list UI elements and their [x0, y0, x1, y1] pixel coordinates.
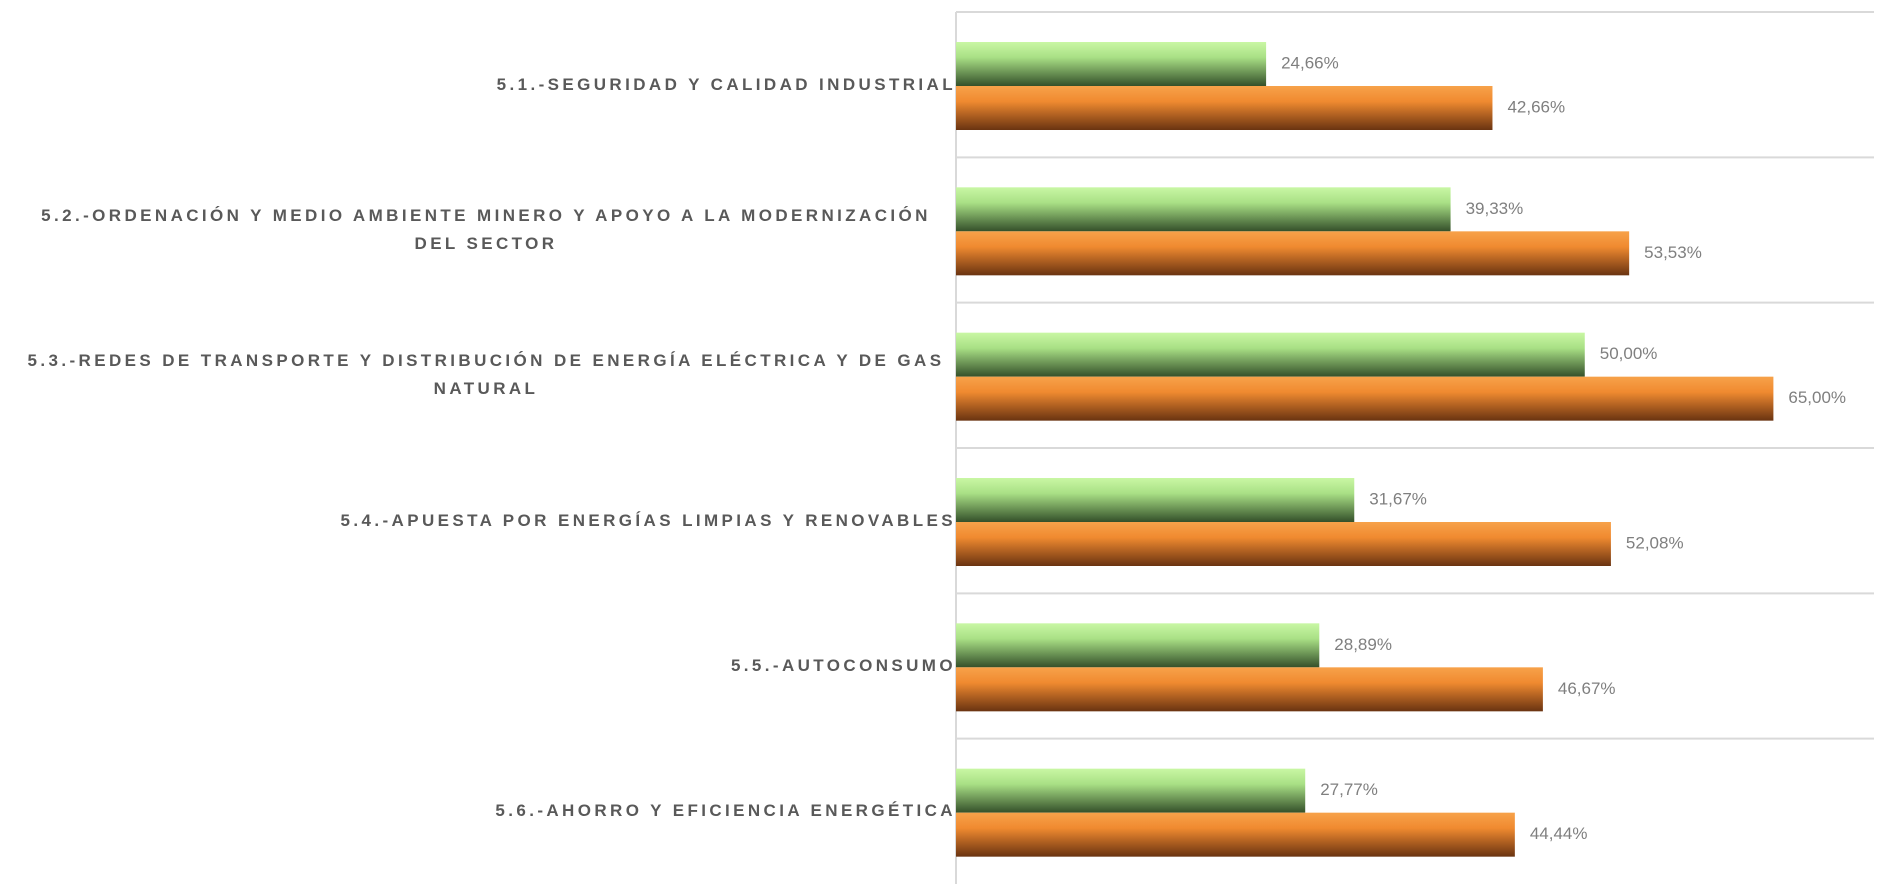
category-label: 5.6.-AHORRO Y EFICIENCIA ENERGÉTICA — [16, 739, 956, 884]
bar — [956, 522, 1611, 566]
category-text: 5.5.-AUTOCONSUMO — [730, 655, 956, 675]
bar — [956, 231, 1630, 276]
category-text: 5.1.-SEGURIDAD Y CALIDAD INDUSTRIAL — [496, 74, 956, 94]
value-label: 50,00% — [1600, 344, 1658, 363]
value-label: 27,77% — [1320, 780, 1378, 799]
value-label: 52,08% — [1626, 533, 1684, 552]
bar — [956, 86, 1493, 130]
bar — [956, 812, 1515, 857]
bar — [956, 332, 1585, 377]
value-label: 44,44% — [1530, 824, 1588, 843]
value-label: 65,00% — [1788, 388, 1846, 407]
bar — [956, 623, 1320, 668]
bar — [956, 42, 1267, 86]
category-text: 5.6.-AHORRO Y EFICIENCIA ENERGÉTICA — [495, 801, 956, 821]
category-text: 5.4.-APUESTA POR ENERGÍAS LIMPIAS Y RENO… — [340, 510, 956, 530]
bar — [956, 768, 1306, 813]
category-label: 5.4.-APUESTA POR ENERGÍAS LIMPIAS Y RENO… — [16, 448, 956, 593]
value-label: 28,89% — [1334, 635, 1392, 654]
category-text: 5.2.-ORDENACIÓN Y MEDIO AMBIENTE MINERO … — [41, 205, 931, 253]
value-label: 53,53% — [1644, 243, 1702, 262]
bar — [956, 478, 1355, 522]
category-label: 5.2.-ORDENACIÓN Y MEDIO AMBIENTE MINERO … — [16, 157, 956, 302]
value-label: 31,67% — [1369, 489, 1427, 508]
bar — [956, 667, 1543, 712]
bar — [956, 187, 1451, 232]
value-label: 46,67% — [1558, 679, 1616, 698]
value-label: 24,66% — [1281, 53, 1339, 72]
value-label: 42,66% — [1507, 97, 1565, 116]
value-label: 39,33% — [1466, 199, 1524, 218]
category-text: 5.3.-REDES DE TRANSPORTE Y DISTRIBUCIÓN … — [27, 351, 945, 399]
category-label: 5.1.-SEGURIDAD Y CALIDAD INDUSTRIAL — [16, 12, 956, 157]
category-label: 5.5.-AUTOCONSUMO — [16, 593, 956, 738]
category-label: 5.3.-REDES DE TRANSPORTE Y DISTRIBUCIÓN … — [16, 303, 956, 448]
bar — [956, 376, 1774, 421]
